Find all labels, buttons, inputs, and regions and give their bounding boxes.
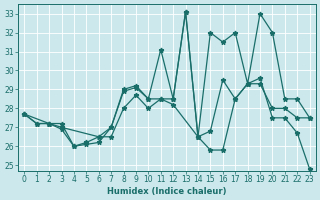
X-axis label: Humidex (Indice chaleur): Humidex (Indice chaleur) [107,187,227,196]
